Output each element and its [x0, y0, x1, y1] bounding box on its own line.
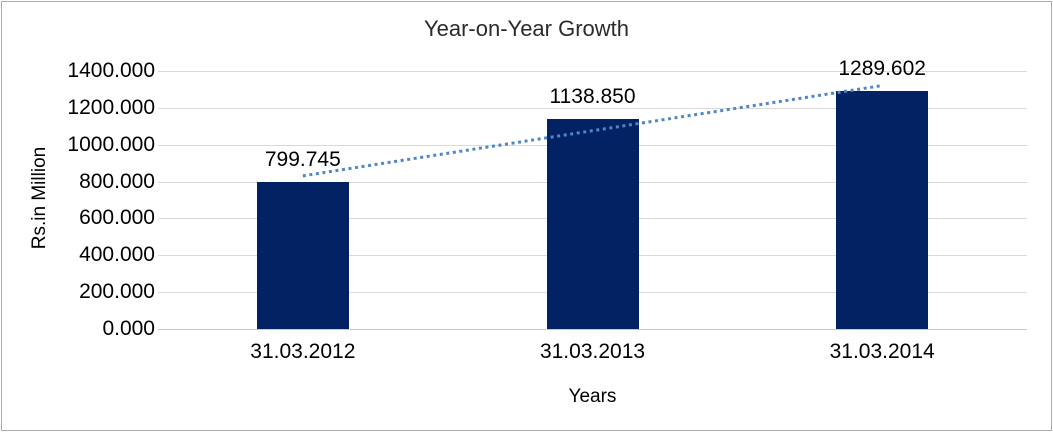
x-axis-title: Years [568, 386, 617, 407]
x-tick-label: 31.03.2014 [829, 340, 935, 363]
bar-value-label: 1138.850 [549, 85, 636, 109]
y-tick-label: 600.000 [79, 206, 155, 230]
bar-31.03.2012 [256, 181, 349, 329]
bar-31.03.2013 [546, 119, 639, 329]
y-tick-label: 1200.000 [67, 95, 155, 119]
y-tick-label: 800.000 [79, 169, 155, 193]
bar-value-label: 1289.602 [838, 57, 926, 81]
x-tick-label: 31.03.2012 [250, 340, 356, 363]
y-tick-label: 0.000 [102, 317, 155, 340]
gridline [158, 71, 1027, 72]
y-tick-label: 200.000 [79, 280, 155, 304]
y-axis-title: Rs.in Million [29, 146, 50, 250]
chart-title: Year-on-Year Growth [423, 16, 630, 41]
y-tick-label: 1000.000 [67, 132, 155, 156]
x-axis-line [158, 329, 1027, 330]
y-tick-label: 400.000 [79, 243, 155, 267]
bar-31.03.2014 [836, 91, 929, 329]
bar-value-label: 799.745 [264, 147, 341, 171]
x-tick-label: 31.03.2013 [539, 340, 646, 363]
y-tick-label: 1400.000 [67, 59, 155, 82]
